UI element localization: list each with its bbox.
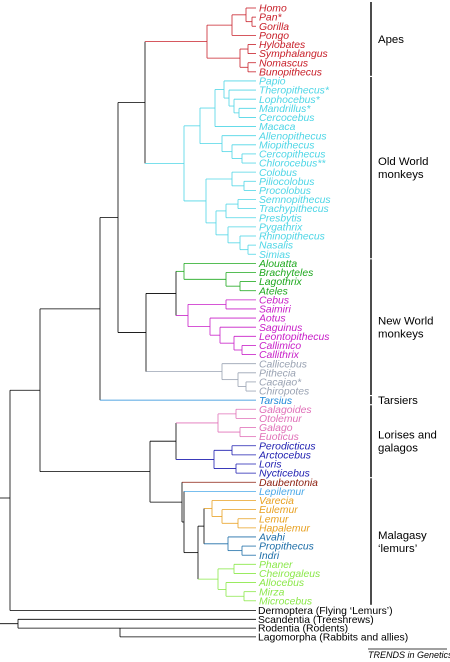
taxon-label: Rhinopithecus	[259, 232, 325, 243]
group-label: monkeys	[378, 329, 424, 341]
taxon-label: Pygathrix	[259, 222, 303, 233]
taxon-label: Lepilemur	[259, 487, 305, 498]
taxon-label: Euoticus	[259, 432, 299, 443]
taxon-label: Bunopithecus	[259, 67, 322, 78]
taxon-label: Propithecus	[259, 542, 314, 553]
taxon-label: Pan*	[259, 13, 282, 24]
group-label: Apes	[378, 34, 404, 46]
taxon-label: Trachypithecus	[259, 204, 329, 215]
taxon-labels: HomoPan*GorillaPongoHylobatesSymphalangu…	[258, 4, 408, 644]
group-label: Malagasy	[378, 530, 427, 542]
taxon-label: Saguinus	[259, 323, 302, 334]
taxon-label: Callimico	[259, 341, 301, 352]
taxon-label: Hylobates	[259, 40, 305, 51]
taxon-label: Alouatta	[258, 259, 297, 270]
taxon-label: Galagoides	[259, 405, 312, 416]
group-label: Lorises and	[378, 430, 437, 442]
taxon-label: Nycticebus	[259, 469, 310, 480]
taxon-label: Callicebus	[259, 359, 307, 370]
taxon-label: Cercopithecus	[259, 150, 325, 161]
taxon-label: Lemur	[259, 514, 289, 525]
taxon-label: Piliocolobus	[259, 177, 314, 188]
taxon-label: Chiropotes	[259, 387, 309, 398]
taxon-label: Callithrix	[259, 350, 300, 361]
taxon-label: Allocebus	[258, 578, 304, 589]
taxon-label: Colobus	[259, 168, 297, 179]
taxon-label: Microcebus	[259, 596, 312, 607]
taxon-label: Brachyteles	[259, 268, 313, 279]
taxon-label: Nasalis	[259, 241, 293, 252]
taxon-label: Miopithecus	[259, 140, 314, 151]
taxon-label: Otolemur	[259, 414, 302, 425]
group-label: Old World	[378, 156, 428, 168]
taxon-label: Gorilla	[259, 22, 289, 33]
taxon-label: Tarsius	[259, 396, 292, 407]
taxon-label: Procolobus	[259, 186, 311, 197]
taxon-label: Allenopithecus	[258, 131, 327, 142]
taxon-label: Cercocebus	[259, 113, 314, 124]
taxon-label: Cacajao*	[259, 378, 302, 389]
group-label: monkeys	[378, 169, 424, 181]
taxon-label: Aotus	[258, 314, 286, 325]
journal-credit: TRENDS in Genetics	[368, 650, 450, 660]
taxon-label: Phaner	[259, 560, 293, 571]
taxon-label: Homo	[259, 4, 287, 15]
outgroup-label: Scandentia (Treeshrews)	[258, 615, 374, 626]
taxon-label: Ateles	[258, 286, 288, 297]
taxon-label: Avahi	[258, 533, 285, 544]
group-label: Tarsiers	[378, 395, 418, 407]
taxon-label: Indri	[259, 551, 280, 562]
tree-branches	[0, 7, 256, 638]
taxon-label: Galago	[259, 423, 293, 434]
taxon-label: Lagothrix	[259, 277, 303, 288]
taxon-label: Nomascus	[259, 58, 308, 69]
taxon-label: Loris	[259, 460, 282, 471]
taxon-label: Daubentonia	[259, 478, 318, 489]
taxon-label: Lophocebus*	[259, 95, 321, 106]
taxon-label: Mirza	[259, 587, 285, 598]
taxon-label: Perodicticus	[259, 441, 316, 452]
taxon-label: Saimiri	[259, 305, 291, 316]
taxon-label: Hapalemur	[259, 523, 310, 534]
taxon-label: Presbytis	[259, 213, 302, 224]
taxon-label: Leontopithecus	[259, 332, 329, 343]
taxon-label: Arctocebus	[258, 450, 311, 461]
outgroup-label: Lagomorpha (Rabbits and allies)	[258, 633, 408, 644]
taxon-label: Simias	[259, 250, 290, 261]
taxon-label: Pongo	[259, 31, 289, 42]
taxon-label: Pithecia	[259, 368, 296, 379]
footer: TRENDS in Genetics	[368, 648, 450, 660]
group-label: galagos	[378, 443, 418, 455]
taxon-label: Theropithecus*	[259, 86, 330, 97]
taxon-label: Papio	[259, 77, 286, 88]
group-label: New World	[378, 316, 434, 328]
taxon-label: Symphalangus	[259, 49, 328, 60]
taxon-label: Macaca	[259, 122, 296, 133]
taxon-label: Cheirogaleus	[259, 569, 320, 580]
taxon-label: Semnopithecus	[259, 195, 331, 206]
taxon-label: Varecia	[259, 496, 294, 507]
group-label: ‘lemurs’	[378, 543, 417, 555]
taxon-label: Cebus	[259, 295, 289, 306]
outgroup-label: Rodentia (Rodents)	[258, 624, 348, 635]
taxon-label: Chlorocebus**	[259, 159, 326, 170]
taxon-label: Mandrillus*	[259, 104, 311, 115]
taxon-label: Eulemur	[259, 505, 298, 516]
outgroup-label: Dermoptera (Flying ‘Lemurs’)	[258, 606, 393, 617]
